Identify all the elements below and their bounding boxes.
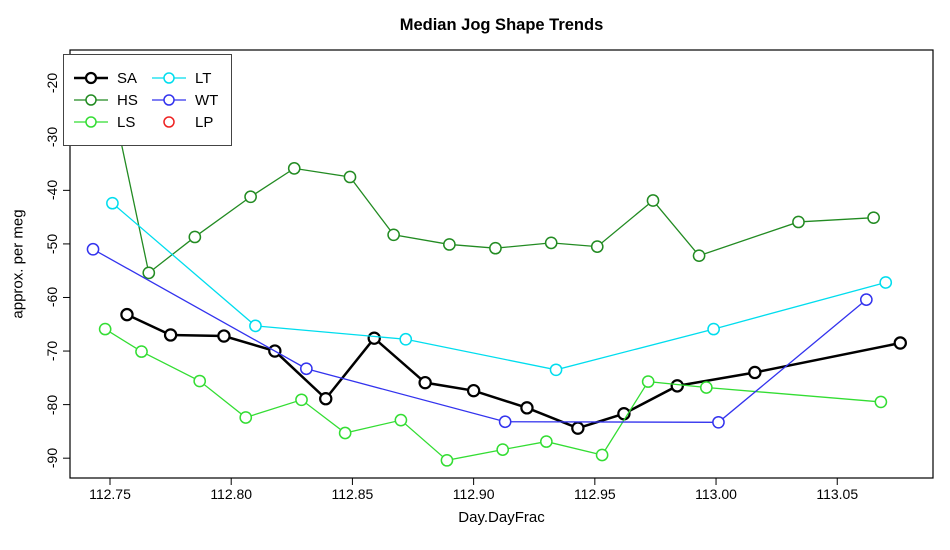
lp-circle-icon <box>163 116 175 128</box>
x-tick-label: 112.85 <box>331 486 374 502</box>
series-SA-point <box>163 328 178 342</box>
legend-item-lt: LT <box>151 67 231 89</box>
series-HS-point <box>646 194 660 207</box>
series-SA-point <box>217 329 231 343</box>
series-LT-point <box>549 363 563 377</box>
legend-item-ls: LS <box>73 111 151 133</box>
legend-label-lp: LP <box>195 113 214 131</box>
series-LS-point <box>394 413 408 427</box>
series-SA-point <box>319 392 333 406</box>
legend-item-wt: WT <box>151 89 231 111</box>
series-HS-point <box>142 266 156 280</box>
series-SA-line <box>126 313 901 430</box>
y-axis-label: approx. per meg <box>9 209 27 319</box>
series-SA-point <box>418 375 432 390</box>
series-SA-point <box>571 421 585 435</box>
series-LS-point <box>496 443 510 456</box>
series-WT-point <box>86 242 100 256</box>
legend-label-lt: LT <box>195 69 212 87</box>
plot-border <box>69 49 934 479</box>
x-tick-label: 112.90 <box>452 486 495 502</box>
series-HS-point <box>590 240 604 253</box>
series-LT-point <box>106 196 119 210</box>
x-tick-label: 112.95 <box>573 486 616 502</box>
series-LT-point <box>879 276 893 289</box>
wt-line-circle-icon <box>152 94 186 106</box>
series-HS-point <box>387 228 400 242</box>
series-HS-point <box>544 236 558 250</box>
series-HS-point <box>443 238 456 251</box>
series-SA-point <box>520 401 534 415</box>
legend-item-lp: LP <box>151 111 231 133</box>
series-HS-point <box>343 170 357 184</box>
series-LS-point <box>135 345 148 358</box>
series-HS-point <box>188 230 202 244</box>
series-HS-point <box>867 211 880 225</box>
y-tick-label: -60 <box>44 287 60 308</box>
y-tick-label: -30 <box>44 126 60 147</box>
series-WT-point <box>498 415 512 429</box>
y-tick-label: -80 <box>44 394 60 415</box>
series-LS-point <box>874 395 888 409</box>
legend-label-hs: HS <box>117 91 138 109</box>
series-LS-point <box>440 453 454 467</box>
legend-item-hs: HS <box>73 89 151 111</box>
x-tick-label: 112.80 <box>210 486 253 502</box>
legend-label-sa: SA <box>117 69 138 87</box>
y-tick-label: -40 <box>44 180 60 201</box>
series-SA-point <box>367 331 381 345</box>
sa-line-circle-icon <box>74 71 108 85</box>
lt-line-circle-icon <box>152 72 186 84</box>
legend: SA HS LS LT <box>63 54 232 146</box>
y-tick-label: -90 <box>44 448 60 469</box>
legend-item-sa: SA <box>73 67 151 89</box>
series-LS-point <box>98 322 112 336</box>
legend-label-ls: LS <box>117 113 136 131</box>
y-tick-label: -20 <box>44 73 60 94</box>
series-WT-point <box>859 293 873 306</box>
x-tick-label: 112.75 <box>89 486 131 502</box>
series-SA-point <box>670 379 684 393</box>
series-HS-point <box>287 162 301 175</box>
series-LS-point <box>595 448 609 462</box>
y-tick-label: -50 <box>44 233 60 255</box>
legend-label-wt: WT <box>195 91 219 109</box>
series-LS-point <box>539 435 553 448</box>
series-HS-point <box>244 190 257 204</box>
y-tick-label: -70 <box>44 340 60 362</box>
series-WT-point <box>300 362 313 376</box>
series-LS-point <box>699 381 713 394</box>
x-tick-label: 113.00 <box>695 486 737 502</box>
series-SA-point <box>893 336 907 350</box>
series-SA-point <box>748 365 762 380</box>
series-HS-point <box>692 249 706 263</box>
series-LT-point <box>707 322 720 336</box>
chart-title: Median Jog Shape Trends <box>399 16 604 34</box>
series-LT-line <box>111 202 886 371</box>
series-LT-point <box>249 319 262 333</box>
x-tick-label: 113.05 <box>816 486 859 502</box>
series-LS-line <box>104 328 881 462</box>
x-axis-label: Day.DayFrac <box>458 509 545 526</box>
series-LS-point <box>641 375 655 388</box>
series-LS-point <box>338 426 352 440</box>
series-LS-point <box>239 411 253 424</box>
series-WT-point <box>712 415 725 429</box>
series-SA-point <box>120 307 134 322</box>
series-SA-point <box>466 383 481 398</box>
series-HS-point <box>489 241 502 255</box>
hs-line-circle-icon <box>74 94 108 106</box>
ls-line-circle-icon <box>74 116 108 128</box>
series-LT-point <box>399 332 413 346</box>
series-LS-point <box>193 374 207 388</box>
series-LS-point <box>295 393 308 407</box>
series-HS-point <box>792 215 805 229</box>
